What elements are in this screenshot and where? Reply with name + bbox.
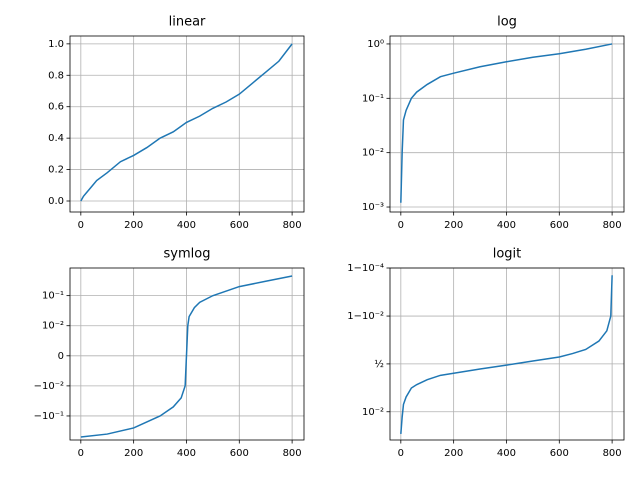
y-tick-label: 0 xyxy=(58,351,64,362)
axes-frame xyxy=(69,267,305,441)
y-tick-label: 0.0 xyxy=(48,196,64,207)
y-tick-label: −10⁻² xyxy=(34,381,64,392)
y-tick-label: 0.4 xyxy=(48,133,64,144)
y-tick-label: 0.8 xyxy=(48,70,64,81)
y-tick-label: −10⁻¹ xyxy=(34,411,64,422)
x-tick-label: 600 xyxy=(230,448,249,459)
data-line xyxy=(400,43,613,203)
y-tick-label: 1−10⁻⁴ xyxy=(347,263,384,274)
chart-title: logit xyxy=(493,247,522,262)
x-tick-label: 800 xyxy=(283,448,302,459)
x-tick-label: 800 xyxy=(603,220,622,231)
chart-title: log xyxy=(497,15,517,30)
x-tick-label: 0 xyxy=(398,448,404,459)
x-tick-label: 800 xyxy=(283,220,302,231)
y-tick-label: 10⁰ xyxy=(367,39,384,50)
y-tick-label: 10⁻² xyxy=(42,321,64,332)
x-tick-label: 600 xyxy=(230,220,249,231)
x-tick-label: 0 xyxy=(398,220,404,231)
axes-frame xyxy=(69,35,305,213)
y-tick-label: 0.6 xyxy=(48,102,64,113)
axes-frame xyxy=(389,35,625,213)
x-tick-label: 600 xyxy=(550,220,569,231)
y-tick-label: 10⁻¹ xyxy=(362,93,384,104)
x-tick-label: 0 xyxy=(78,220,84,231)
x-tick-label: 400 xyxy=(497,220,516,231)
x-tick-label: 400 xyxy=(177,448,196,459)
x-tick-label: 600 xyxy=(550,448,569,459)
y-tick-label: 10⁻¹ xyxy=(42,291,64,302)
y-tick-label: 10⁻² xyxy=(362,148,384,159)
y-tick-label: 0.2 xyxy=(48,165,64,176)
y-tick-label: ½ xyxy=(374,358,384,370)
x-tick-label: 200 xyxy=(444,220,463,231)
axes-frame xyxy=(389,267,625,441)
data-line xyxy=(400,275,613,434)
y-tick-label: 10⁻³ xyxy=(362,202,384,213)
chart-title: linear xyxy=(169,15,206,30)
data-line xyxy=(80,275,293,438)
x-tick-label: 0 xyxy=(78,448,84,459)
x-tick-label: 400 xyxy=(497,448,516,459)
data-line xyxy=(80,43,293,202)
x-tick-label: 200 xyxy=(444,448,463,459)
y-tick-label: 1.0 xyxy=(48,39,64,50)
y-tick-label: 1−10⁻² xyxy=(347,311,384,322)
x-tick-label: 800 xyxy=(603,448,622,459)
x-tick-label: 400 xyxy=(177,220,196,231)
x-tick-label: 200 xyxy=(124,220,143,231)
chart-title: symlog xyxy=(164,247,211,262)
x-tick-label: 200 xyxy=(124,448,143,459)
y-tick-label: 10⁻² xyxy=(362,407,384,418)
